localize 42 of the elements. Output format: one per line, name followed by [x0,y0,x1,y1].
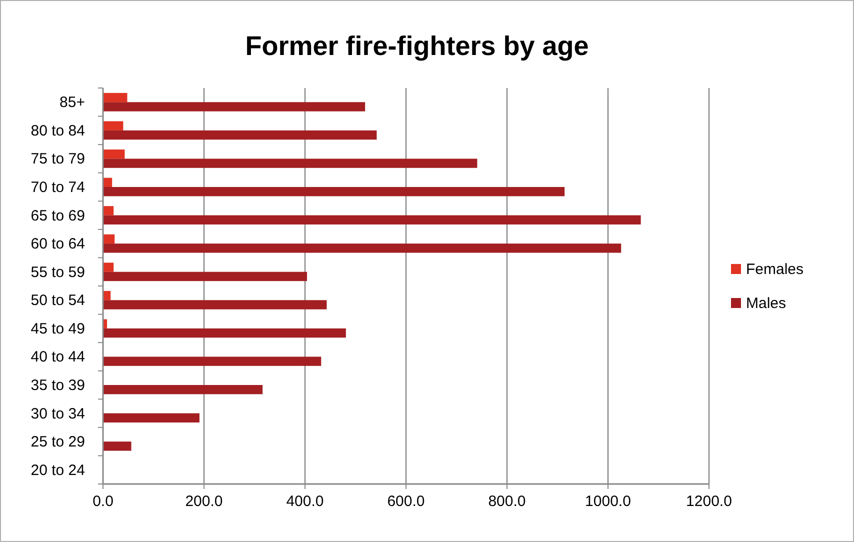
x-tick-label: 800.0 [488,493,526,510]
x-tick-label: 600.0 [387,493,425,510]
x-tick-label: 1000.0 [585,493,631,510]
bar [103,272,308,282]
bar [103,300,327,310]
y-tick-label: 20 to 24 [30,462,85,479]
bar [103,328,346,338]
bar [103,92,128,102]
bar [103,121,124,130]
bar [103,244,622,253]
legend-label: Males [746,295,786,312]
y-tick-label: 70 to 74 [30,179,85,196]
bar [103,356,322,366]
y-tick-label: 85+ [60,94,86,112]
y-tick-label: 50 to 54 [30,292,85,310]
bar [103,158,478,168]
y-tick-label: 25 to 29 [30,434,85,451]
x-tick-label: 200.0 [185,493,223,510]
bar [103,442,132,451]
x-tick-label: 400.0 [286,493,324,510]
y-tick-label: 65 to 69 [30,207,85,224]
y-tick-label: 35 to 39 [30,377,85,394]
x-tick-label: 0.0 [92,493,114,510]
bar [103,385,263,394]
y-tick-label: 55 to 59 [30,264,85,281]
bar [103,262,114,272]
bar [103,150,125,159]
y-tick-label: 45 to 49 [30,320,85,338]
x-tick-label: 1200.0 [686,493,732,510]
bar [103,130,377,140]
bar [103,102,366,112]
chart-title: Former fire-fighters by age [245,31,589,61]
y-tick-label: 30 to 34 [30,405,85,422]
y-tick-label: 80 to 84 [30,122,85,140]
bar [103,215,641,224]
legend-label: Females [746,261,804,278]
y-tick-label: 75 to 79 [30,150,85,168]
bar [103,187,565,196]
y-tick-label: 60 to 64 [30,236,85,253]
y-tick-label: 40 to 44 [30,348,85,366]
bar [103,413,200,422]
bar [103,206,114,216]
